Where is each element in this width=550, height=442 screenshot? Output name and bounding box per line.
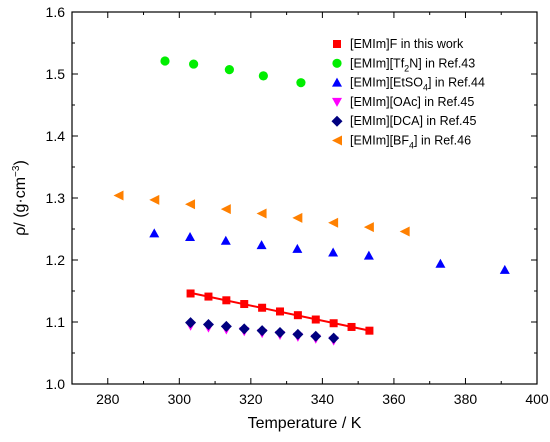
x-tick-label: 320 — [239, 391, 263, 407]
x-tick-label: 280 — [96, 391, 120, 407]
x-tick-label: 360 — [382, 391, 406, 407]
series-2 — [149, 228, 510, 274]
data-point — [328, 217, 339, 228]
series-5 — [113, 190, 410, 237]
legend-marker — [332, 97, 342, 107]
data-point — [499, 264, 510, 274]
data-point — [292, 212, 303, 223]
data-point — [347, 322, 356, 331]
legend-label: [EMIm]F in this work — [350, 37, 464, 51]
data-point — [363, 250, 374, 260]
legend-label: [EMIm][BF4] in Ref.46 — [350, 134, 471, 151]
data-point — [185, 317, 197, 329]
data-point — [365, 326, 374, 335]
data-point — [238, 323, 250, 335]
data-point — [256, 240, 267, 250]
data-point — [258, 71, 268, 81]
data-point — [113, 190, 124, 201]
legend-marker — [333, 40, 341, 48]
data-point — [160, 56, 170, 66]
data-point — [363, 222, 374, 233]
data-point — [256, 325, 268, 337]
x-axis-title: Temperature / K — [248, 415, 362, 432]
x-tick-label: 380 — [454, 391, 478, 407]
legend-entry: [EMIm][EtSO4] in Ref.44 — [332, 76, 485, 93]
legend-label: [EMIm][DCA] in Ref.45 — [350, 114, 476, 128]
data-point — [149, 194, 160, 205]
legend-marker — [331, 115, 343, 127]
data-point — [275, 307, 284, 316]
data-point — [435, 258, 446, 268]
data-point — [310, 330, 322, 342]
data-point — [202, 318, 214, 330]
data-point — [220, 320, 232, 332]
y-tick-label: 1.0 — [46, 376, 66, 392]
legend-marker — [332, 58, 342, 68]
y-tick-label: 1.2 — [46, 252, 66, 268]
data-point — [189, 59, 199, 69]
data-point — [220, 204, 231, 215]
data-point — [328, 332, 340, 344]
legend-entry: [EMIm]F in this work — [333, 37, 464, 51]
data-point — [311, 315, 320, 324]
y-tick-label: 1.4 — [46, 128, 66, 144]
y-axis-title-group: ρ/ (g·cm−3) — [11, 160, 29, 236]
data-point — [329, 319, 338, 328]
x-tick-label: 300 — [168, 391, 192, 407]
data-point — [258, 303, 267, 312]
legend-label: [EMIm][Tf2N] in Ref.43 — [350, 56, 475, 73]
data-point — [256, 208, 267, 219]
data-point — [224, 65, 234, 75]
data-point — [292, 328, 304, 340]
data-point — [292, 243, 303, 253]
y-tick-label: 1.1 — [46, 314, 66, 330]
data-point — [204, 292, 213, 301]
legend-label: [EMIm][EtSO4] in Ref.44 — [350, 76, 485, 93]
legend-entry: [EMIm][BF4] in Ref.46 — [332, 134, 471, 151]
x-tick-label: 340 — [311, 391, 335, 407]
data-point — [186, 289, 195, 298]
series-0 — [186, 289, 374, 335]
legend-marker — [332, 135, 342, 146]
data-point — [185, 199, 196, 210]
series-1 — [160, 56, 306, 88]
legend-entry: [EMIm][OAc] in Ref.45 — [332, 95, 474, 109]
legend-entry: [EMIm][Tf2N] in Ref.43 — [332, 56, 475, 73]
data-point — [149, 228, 160, 238]
data-point — [296, 78, 306, 88]
y-axis-title: ρ/ (g·cm−3) — [11, 160, 29, 236]
legend-marker — [332, 77, 342, 87]
data-point — [185, 232, 196, 242]
legend-label: [EMIm][OAc] in Ref.45 — [350, 95, 474, 109]
x-tick-label: 400 — [525, 391, 549, 407]
data-point — [399, 226, 410, 237]
data-point — [274, 327, 286, 339]
y-tick-label: 1.5 — [46, 66, 66, 82]
data-point — [222, 296, 231, 305]
data-point — [293, 311, 302, 320]
legend-entry: [EMIm][DCA] in Ref.45 — [331, 114, 476, 128]
y-tick-label: 1.3 — [46, 190, 66, 206]
data-point — [240, 300, 249, 309]
data-point — [328, 247, 339, 257]
y-tick-label: 1.6 — [46, 4, 66, 20]
data-point — [220, 235, 231, 245]
series-4 — [185, 317, 340, 344]
